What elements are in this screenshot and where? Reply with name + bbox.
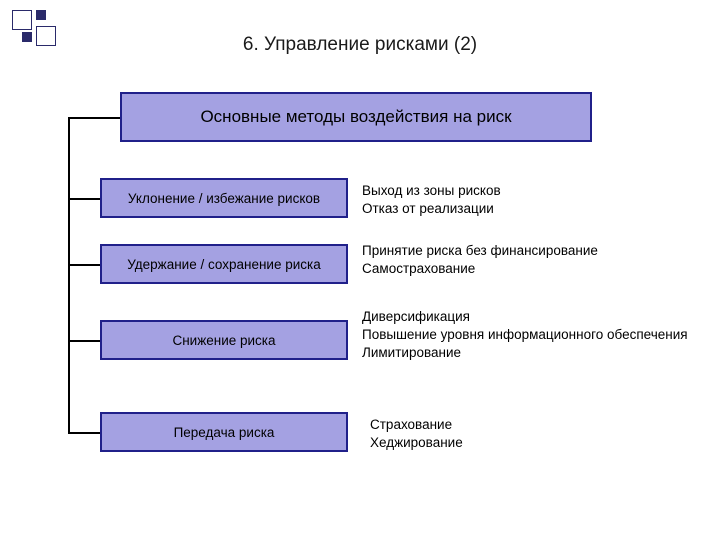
method-box-label: Передача риска <box>174 425 275 440</box>
connector-horizontal <box>68 117 120 119</box>
method-box-label: Снижение риска <box>172 333 275 348</box>
main-method-box: Основные методы воздействия на риск <box>120 92 592 142</box>
method-box: Снижение риска <box>100 320 348 360</box>
page-title: 6. Управление рисками (2) <box>0 34 720 56</box>
method-box-label: Удержание / сохранение риска <box>127 257 320 272</box>
method-box: Удержание / сохранение риска <box>100 244 348 284</box>
decor-square <box>36 10 46 20</box>
method-box: Уклонение / избежание рисков <box>100 178 348 218</box>
connector-horizontal <box>68 264 100 266</box>
connector-vertical <box>68 117 70 434</box>
connector-horizontal <box>68 340 100 342</box>
connector-horizontal <box>68 432 100 434</box>
method-box-label: Уклонение / избежание рисков <box>128 191 320 206</box>
method-description: Принятие риска без финансированиеСамостр… <box>362 242 700 278</box>
connector-horizontal <box>68 198 100 200</box>
method-box: Передача риска <box>100 412 348 452</box>
method-description: СтрахованиеХеджирование <box>370 416 700 452</box>
decor-square <box>12 10 32 30</box>
method-description: ДиверсификацияПовышение уровня информаци… <box>362 308 700 363</box>
method-description: Выход из зоны рисковОтказ от реализации <box>362 182 700 218</box>
main-method-label: Основные методы воздействия на риск <box>200 107 511 127</box>
